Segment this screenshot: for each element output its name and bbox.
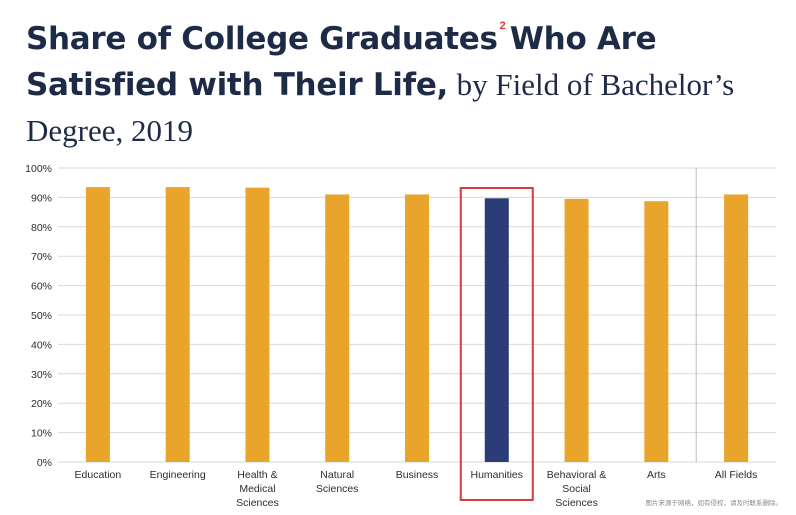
y-tick-label: 50% (31, 310, 52, 322)
x-category-label-line: Business (396, 469, 439, 481)
bar (405, 194, 429, 462)
x-category-label-line: Education (75, 469, 122, 481)
bar-chart: 0% 10% 20% 30% 40% 50% 60% 70% 80% 90% 100% Educati… (25, 163, 776, 509)
x-category-label-line: Medical (239, 483, 275, 495)
bar (85, 187, 110, 463)
x-category-label-line: Sciences (555, 497, 598, 509)
x-category-label-line: Natural (320, 469, 354, 481)
x-category-label-line: Sciences (236, 497, 279, 509)
title-bold-part: Share of College Graduates (26, 21, 498, 57)
bar (564, 198, 589, 462)
y-tick-label: 100% (25, 163, 52, 175)
x-category-label: Business (396, 469, 439, 481)
x-category-label: Behavioral & Social Sciences (547, 469, 607, 509)
x-category-label-line: Behavioral & (547, 469, 607, 481)
y-tick-label: 40% (31, 339, 52, 351)
x-category-label: Education (75, 469, 122, 481)
chart-title: Share of College Graduates 2 Who Are Satis… (26, 4, 786, 153)
y-tick-label: 0% (37, 457, 52, 469)
x-category-label-line: Humanities (471, 469, 524, 481)
bar (245, 187, 270, 462)
y-tick-label: 80% (31, 222, 52, 234)
x-category-label: Natural Sciences (316, 469, 359, 495)
y-tick-label: 70% (31, 251, 52, 263)
x-category-label-line: Engineering (150, 469, 206, 481)
y-tick-label: 60% (31, 281, 52, 293)
y-tick-label: 10% (31, 428, 52, 440)
y-tick-label: 30% (31, 369, 52, 381)
bar (325, 194, 350, 462)
x-category-label: Humanities (471, 469, 524, 481)
y-tick-label: 20% (31, 398, 52, 410)
x-category-label-line: Arts (647, 469, 666, 481)
x-category-label-line: Sciences (316, 483, 359, 495)
x-category-label: Health & Medical Sciences (236, 469, 279, 509)
x-category-label-line: Social (562, 483, 591, 495)
footnote-marker: 2 (499, 20, 506, 32)
x-category-label-line: Health & (237, 469, 277, 481)
bar (165, 187, 190, 463)
x-category-label: Engineering (150, 469, 206, 481)
watermark: 图片来源于网络，如有侵权，请及时联系删除。 (645, 499, 783, 507)
x-category-label: All Fields (715, 469, 758, 481)
bar (484, 198, 509, 463)
x-category-label: Arts (647, 469, 666, 481)
x-category-label-line: All Fields (715, 469, 758, 481)
highlight-box (459, 187, 534, 501)
title-serif-part: by Field of Bachelor’s Degree, 2019 (26, 67, 735, 148)
title-bold-part-2: Who Are Satisfied with Their Life, (26, 21, 657, 103)
bar (724, 194, 749, 462)
y-tick-label: 90% (31, 192, 52, 204)
bar (644, 201, 669, 463)
